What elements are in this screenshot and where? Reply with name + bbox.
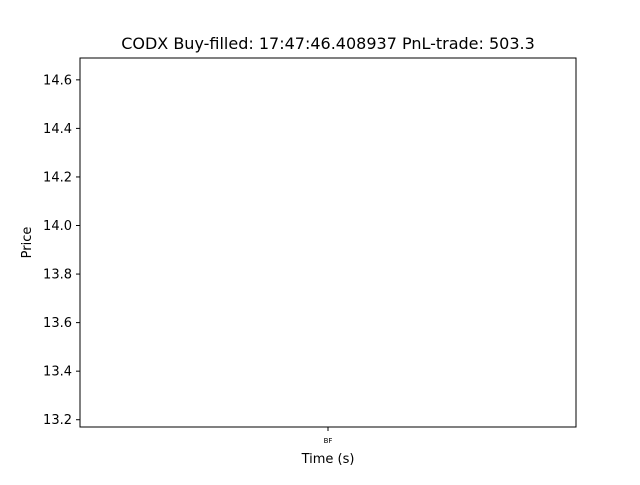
- y-tick-label: 13.6: [43, 316, 72, 331]
- y-tick-label: 14.2: [43, 170, 72, 185]
- x-axis-ticks: BF: [324, 427, 333, 445]
- plot-area: [79, 57, 577, 428]
- x-axis-label: Time (s): [301, 452, 355, 467]
- chart-title: CODX Buy-filled: 17:47:46.408937 PnL-tra…: [121, 34, 535, 53]
- y-tick-label: 14.4: [43, 122, 72, 137]
- x-tick-label: BF: [324, 437, 333, 445]
- y-tick-label: 13.2: [43, 413, 72, 428]
- y-axis-label: Price: [20, 227, 35, 259]
- y-axis-ticks: 13.2 13.4 13.6 13.8 14.0 14.2 14.4 14.6: [43, 73, 80, 428]
- y-tick-label: 13.8: [43, 268, 72, 283]
- y-tick-label: 13.4: [43, 365, 72, 380]
- y-tick-label: 14.6: [43, 73, 72, 88]
- y-tick-label: 14.0: [43, 219, 72, 234]
